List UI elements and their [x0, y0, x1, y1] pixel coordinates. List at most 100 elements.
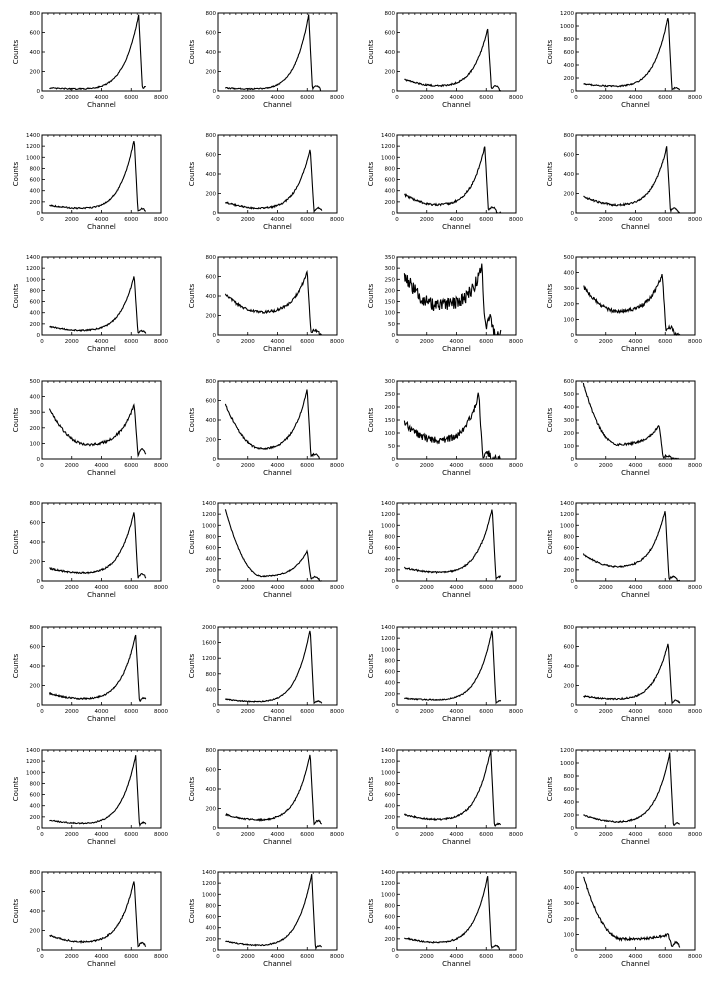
x-tick-label: 6000	[479, 339, 493, 345]
y-tick-label: 0	[213, 211, 217, 217]
y-tick-label: 0	[37, 948, 41, 954]
y-tick-label: 400	[564, 886, 575, 892]
x-tick-label: 8000	[688, 463, 702, 469]
y-tick-label: 0	[571, 89, 575, 95]
x-axis-label: Channel	[263, 838, 292, 846]
x-tick-label: 6000	[124, 709, 138, 715]
y-axis-label: Counts	[367, 39, 375, 64]
x-tick-label: 4000	[450, 95, 464, 101]
y-tick-label: 1400	[26, 255, 40, 261]
x-tick-label: 8000	[330, 339, 344, 345]
x-tick-label: 8000	[688, 832, 702, 838]
x-tick-label: 8000	[154, 217, 168, 223]
x-tick-label: 0	[574, 217, 578, 223]
y-tick-label: 400	[206, 557, 217, 563]
chart-panel: 0 2000 4000 6000 8000 0 100 200 300 400 500 600 Chan…	[546, 379, 702, 477]
x-tick-label: 0	[216, 95, 220, 101]
y-tick-label: 200	[30, 200, 41, 206]
y-tick-label: 1400	[202, 501, 216, 507]
y-tick-label: 600	[385, 31, 396, 37]
x-tick-label: 8000	[330, 585, 344, 591]
x-tick-label: 0	[40, 217, 44, 223]
y-tick-label: 200	[564, 302, 575, 308]
x-tick-label: 0	[40, 709, 44, 715]
y-tick-label: 1200	[381, 144, 395, 150]
plot-frame	[575, 380, 696, 460]
y-tick-label: 400	[564, 63, 575, 69]
y-axis-label: Counts	[367, 161, 375, 186]
y-tick-label: 1200	[26, 144, 40, 150]
y-tick-label: 0	[392, 457, 396, 463]
x-axis-label: Channel	[621, 715, 650, 723]
x-axis-label: Channel	[87, 591, 116, 599]
x-tick-label: 0	[216, 832, 220, 838]
y-tick-label: 600	[385, 546, 396, 552]
x-tick-label: 8000	[688, 217, 702, 223]
y-axis-label: Counts	[12, 898, 20, 923]
y-tick-label: 400	[30, 909, 41, 915]
y-tick-label: 600	[206, 768, 217, 774]
y-tick-label: 0	[571, 826, 575, 832]
x-axis-label: Channel	[263, 591, 292, 599]
chart-panel: 0 2000 4000 6000 8000 0 400 800 1200 1600 2000 Chan…	[188, 625, 344, 723]
spectrum-line	[403, 749, 501, 827]
y-tick-label: 600	[30, 31, 41, 37]
y-axis-label: Counts	[12, 407, 20, 432]
x-axis-label: Channel	[87, 101, 116, 109]
x-tick-label: 0	[395, 463, 399, 469]
y-tick-label: 0	[571, 457, 575, 463]
spectrum-line	[404, 875, 501, 951]
spectrum-line	[224, 269, 323, 336]
y-axis-label: Counts	[367, 529, 375, 554]
x-tick-label: 6000	[300, 339, 314, 345]
plot-frame	[217, 626, 338, 706]
y-tick-label: 1200	[381, 881, 395, 887]
y-tick-label: 200	[385, 568, 396, 574]
y-tick-label: 1000	[202, 892, 216, 898]
y-tick-label: 200	[385, 70, 396, 76]
x-axis-label: Channel	[87, 715, 116, 723]
y-tick-label: 0	[37, 579, 41, 585]
x-tick-label: 6000	[124, 95, 138, 101]
y-tick-label: 200	[564, 684, 575, 690]
x-tick-label: 4000	[271, 463, 285, 469]
y-tick-label: 1000	[560, 24, 574, 30]
y-tick-label: 250	[385, 392, 396, 398]
y-tick-label: 800	[206, 133, 217, 139]
x-tick-label: 2000	[241, 832, 255, 838]
x-tick-label: 4000	[271, 217, 285, 223]
x-axis-label: Channel	[442, 838, 471, 846]
x-tick-label: 0	[40, 339, 44, 345]
x-tick-label: 2000	[241, 463, 255, 469]
x-tick-label: 6000	[658, 339, 672, 345]
x-tick-label: 6000	[479, 95, 493, 101]
x-tick-label: 2000	[599, 954, 613, 960]
spectrum-line	[225, 874, 322, 951]
spectrum-line	[49, 276, 147, 334]
x-tick-label: 4000	[271, 954, 285, 960]
y-tick-label: 200	[206, 314, 217, 320]
chart-panel: 0 2000 4000 6000 8000 0 200 400 600 800 Channel Cou…	[546, 133, 702, 231]
y-axis-label: Counts	[367, 776, 375, 801]
y-tick-label: 200	[30, 322, 41, 328]
spectrum-line	[583, 643, 681, 706]
x-tick-label: 0	[574, 463, 578, 469]
y-axis-label: Counts	[12, 529, 20, 554]
chart-panel: 0 2000 4000 6000 8000 0 200 400 600 800 1000 1200 14…	[367, 133, 523, 231]
x-tick-label: 8000	[154, 709, 168, 715]
x-tick-label: 6000	[479, 709, 493, 715]
y-tick-label: 400	[30, 395, 41, 401]
plot-frame	[217, 871, 338, 951]
y-tick-label: 400	[564, 405, 575, 411]
spectrum-line	[224, 389, 322, 460]
x-tick-label: 2000	[599, 463, 613, 469]
y-tick-label: 200	[564, 192, 575, 198]
y-tick-label: 0	[37, 211, 41, 217]
y-tick-label: 1200	[381, 512, 395, 518]
chart-panel: 0 2000 4000 6000 8000 0 200 400 600 800 1000 1200 Ch…	[546, 748, 702, 846]
x-tick-label: 6000	[300, 217, 314, 223]
y-tick-label: 200	[385, 200, 396, 206]
x-tick-label: 6000	[658, 217, 672, 223]
y-axis-label: Counts	[546, 161, 554, 186]
y-tick-label: 400	[30, 50, 41, 56]
